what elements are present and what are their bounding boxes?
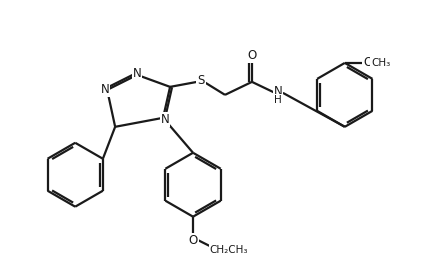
Text: O: O [188, 234, 197, 247]
Text: N: N [132, 67, 141, 80]
Text: O: O [247, 49, 256, 62]
Text: N: N [101, 83, 109, 96]
Text: N: N [160, 113, 169, 126]
Text: CH₂CH₃: CH₂CH₃ [209, 245, 248, 255]
Text: S: S [197, 74, 204, 87]
Text: O: O [362, 56, 372, 69]
Text: H: H [273, 95, 281, 105]
Text: N: N [273, 85, 282, 98]
Text: CH₃: CH₃ [370, 58, 389, 68]
